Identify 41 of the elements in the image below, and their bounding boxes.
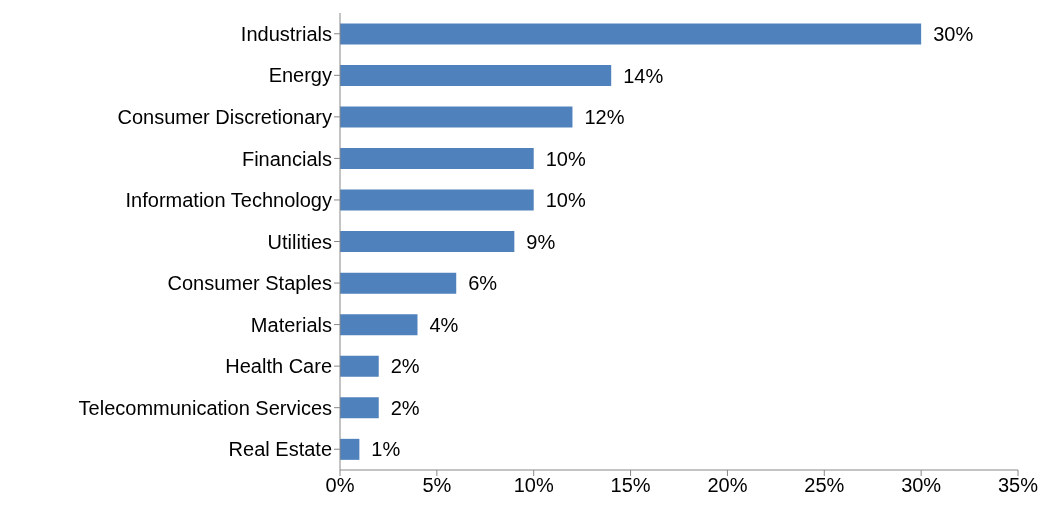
data-label: 30%	[933, 22, 974, 45]
x-tick-label: 20%	[707, 474, 748, 497]
x-tick-label: 35%	[997, 474, 1039, 497]
x-tick-label: 30%	[901, 474, 942, 497]
x-tick-label: 5%	[422, 474, 452, 497]
x-tick-label: 15%	[610, 474, 651, 497]
bar	[340, 64, 612, 86]
data-label: 9%	[526, 230, 556, 253]
data-label: 10%	[545, 189, 586, 212]
bar	[340, 355, 379, 377]
data-label: 2%	[390, 396, 420, 419]
bar	[340, 272, 457, 294]
data-label: 14%	[623, 64, 664, 87]
data-label: 1%	[371, 438, 401, 461]
y-tick-label: Industrials	[240, 22, 332, 45]
x-tick-label: 0%	[325, 474, 355, 497]
bar	[340, 438, 360, 460]
y-tick-label: Materials	[250, 313, 332, 336]
x-tick-label: 10%	[513, 474, 554, 497]
bar	[340, 397, 379, 419]
y-tick-label: Utilities	[267, 230, 332, 253]
y-tick-label: Health Care	[225, 355, 332, 378]
data-label: 2%	[390, 355, 420, 378]
bar	[340, 106, 573, 128]
bar	[340, 314, 418, 336]
data-label: 12%	[584, 106, 625, 129]
bar	[340, 189, 534, 211]
y-tick-label: Information Technology	[125, 189, 332, 212]
y-tick-label: Consumer Staples	[167, 272, 332, 295]
y-tick-label: Financials	[241, 147, 332, 170]
data-label: 4%	[429, 313, 459, 336]
data-label: 6%	[468, 272, 498, 295]
y-tick-label: Telecommunication Services	[78, 396, 332, 419]
bar	[340, 148, 534, 170]
x-tick-label: 25%	[804, 474, 845, 497]
bar	[340, 23, 922, 45]
y-tick-label: Real Estate	[228, 438, 332, 461]
y-tick-label: Consumer Discretionary	[117, 105, 332, 128]
bar	[340, 231, 515, 253]
y-tick-label: Energy	[268, 64, 332, 87]
data-label: 10%	[545, 147, 586, 170]
